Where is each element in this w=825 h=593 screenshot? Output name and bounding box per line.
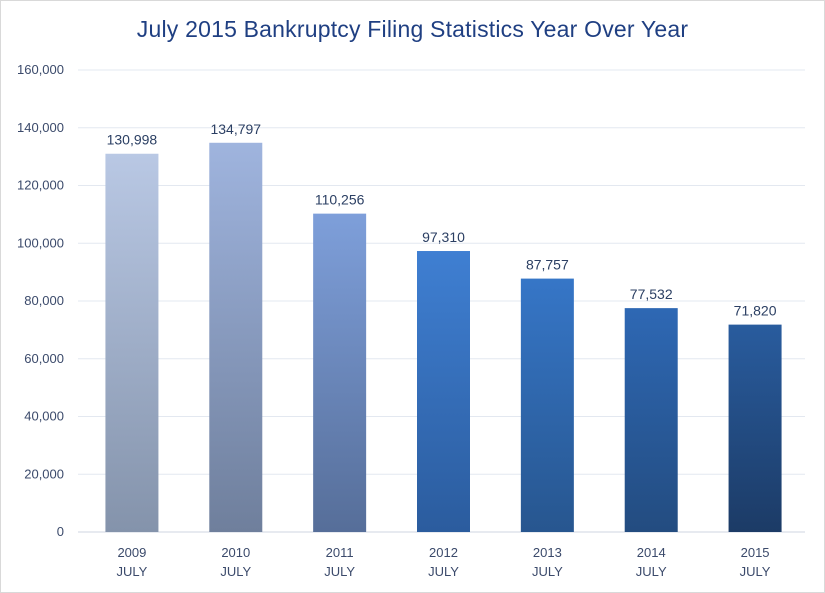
- x-tick-year: 2013: [533, 545, 562, 560]
- data-labels: 130,998 134,797 110,256 97,310 87,757 77,532 7…: [107, 121, 777, 319]
- bar-2009: [105, 153, 159, 532]
- x-tick-year: 2014: [637, 545, 666, 560]
- bar-2012: [417, 251, 470, 532]
- data-label-2015: 71,820: [734, 303, 777, 319]
- y-tick-label: 40,000: [24, 409, 64, 424]
- data-label-2012: 97,310: [422, 229, 465, 245]
- data-label-2014: 77,532: [630, 286, 673, 302]
- x-tick-year: 2011: [326, 545, 354, 560]
- y-tick-label: 20,000: [24, 466, 64, 481]
- bar-2013: [520, 278, 574, 532]
- bars: [105, 142, 782, 532]
- data-label-2009: 130,998: [107, 132, 158, 148]
- data-label-2011: 110,256: [315, 192, 365, 208]
- y-tick-label: 140,000: [17, 120, 64, 135]
- y-tick-label: 100,000: [17, 235, 64, 250]
- bar-2015: [728, 324, 782, 532]
- y-tick-label: 80,000: [24, 293, 64, 308]
- bar-2014: [624, 308, 678, 532]
- y-tick-label: 160,000: [17, 62, 64, 77]
- x-tick-year: 2015: [741, 545, 770, 560]
- y-axis: 0 20,000 40,000 60,000 80,000 100,000 120,000 1…: [17, 62, 64, 539]
- data-label-2010: 134,797: [210, 121, 261, 137]
- x-tick-year: 2010: [221, 545, 250, 560]
- x-tick-month: JULY: [428, 564, 459, 579]
- y-tick-label: 120,000: [17, 178, 64, 193]
- x-axis: 2009 JULY 2010 JULY 2011 JULY 2012 JULY 2013 JULY…: [117, 545, 771, 579]
- x-tick-year: 2012: [429, 545, 458, 560]
- x-tick-month: JULY: [636, 564, 667, 579]
- y-tick-label: 0: [57, 524, 64, 539]
- x-tick-month: JULY: [324, 564, 355, 579]
- y-tick-label: 60,000: [24, 351, 64, 366]
- x-tick-month: JULY: [532, 564, 563, 579]
- x-tick-month: JULY: [740, 564, 771, 579]
- x-tick-month: JULY: [220, 564, 251, 579]
- x-tick-month: JULY: [117, 564, 148, 579]
- data-label-2013: 87,757: [526, 257, 569, 273]
- x-tick-year: 2009: [117, 545, 146, 560]
- bar-2011: [313, 213, 367, 532]
- chart-title: July 2015 Bankruptcy Filing Statistics Y…: [136, 16, 689, 42]
- bar-2010: [209, 142, 263, 532]
